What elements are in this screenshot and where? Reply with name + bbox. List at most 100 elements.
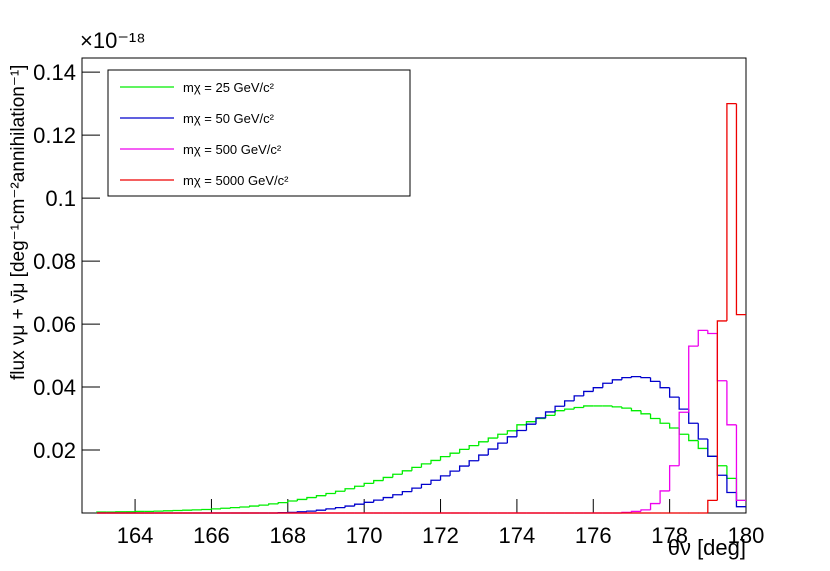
histogram-bin	[268, 503, 279, 506]
histogram-bin	[525, 423, 536, 431]
histogram-bin	[497, 433, 508, 439]
x-tick-label: 178	[651, 523, 688, 548]
histogram-bin	[420, 463, 431, 468]
histogram-bin	[401, 470, 412, 475]
histogram-bin	[344, 488, 355, 492]
histogram-bin	[563, 400, 575, 407]
legend-label: mχ = 5000 GeV/c²	[183, 173, 289, 188]
histogram-bin	[439, 455, 451, 461]
histogram-bin	[726, 475, 737, 494]
histogram-bin	[659, 381, 670, 389]
histogram-bin	[277, 501, 288, 504]
legend-label: mχ = 500 GeV/c²	[183, 142, 282, 157]
histogram-bin	[544, 411, 556, 418]
y-tick-label: 0.08	[33, 249, 76, 274]
histogram-bin	[563, 408, 575, 411]
histogram-bin	[554, 405, 565, 412]
x-tick-label: 176	[575, 523, 612, 548]
histogram-bin	[478, 454, 489, 461]
histogram-bin	[716, 456, 727, 467]
histogram-bin	[688, 345, 699, 413]
histogram-bin	[363, 501, 374, 505]
legend-label: mχ = 50 GeV/c²	[183, 111, 275, 126]
histogram-bin	[554, 410, 565, 416]
histogram-bin	[96, 511, 107, 513]
histogram-bin	[668, 387, 680, 398]
histogram-bin	[707, 330, 718, 335]
histogram-bin	[735, 478, 746, 502]
histogram-bin	[382, 496, 393, 501]
histogram-bin	[678, 427, 689, 435]
histogram-bin	[668, 423, 680, 429]
histogram-bin	[573, 395, 584, 401]
histogram-bin	[430, 459, 441, 464]
histogram-bin	[707, 439, 718, 457]
histogram-bin	[640, 410, 651, 415]
x-tick-label: 164	[117, 523, 154, 548]
histogram-bin	[315, 495, 326, 498]
histogram-bin	[688, 409, 699, 424]
histogram-bin	[401, 490, 412, 495]
histogram-bin	[478, 441, 489, 446]
histogram-bin	[659, 418, 670, 424]
histogram-bin	[707, 499, 718, 513]
histogram-bin	[726, 380, 737, 426]
histogram-bin	[506, 436, 517, 444]
histogram-bin	[287, 500, 298, 503]
histogram-bin	[325, 492, 336, 496]
histogram-bin	[248, 505, 260, 508]
y-axis-label: flux νμ + ν̄μ [deg⁻¹cm⁻²annihilation⁻¹]	[8, 65, 29, 380]
histogram-bin	[334, 490, 346, 494]
histogram-bin	[535, 417, 546, 422]
histogram-bin	[649, 413, 661, 420]
histogram-bin	[640, 376, 651, 379]
histogram-bin	[611, 379, 622, 384]
histogram-bin	[697, 423, 708, 440]
histogram-bin	[573, 406, 584, 410]
histogram-bin	[640, 509, 651, 512]
histogram-bin	[353, 485, 365, 489]
histogram-bin	[258, 504, 269, 507]
histogram-bin	[649, 377, 661, 383]
histogram-bin	[726, 465, 737, 480]
histogram-bin	[497, 442, 508, 450]
histogram-bin	[621, 406, 632, 409]
x-tick-label: 168	[269, 523, 306, 548]
histogram-bin	[373, 479, 384, 484]
histogram-bin	[315, 509, 326, 512]
legend-box	[107, 69, 411, 197]
histogram-bin	[583, 405, 594, 408]
y-exponent: ×10⁻¹⁸	[80, 28, 146, 53]
histogram-bin	[239, 506, 250, 508]
histogram-bin	[506, 430, 517, 435]
histogram-bin	[382, 476, 393, 481]
histogram-bin	[688, 434, 699, 442]
histogram-bin	[306, 496, 317, 500]
histogram-bin	[411, 487, 422, 492]
histogram-bin	[697, 329, 708, 347]
histogram-bin	[716, 320, 727, 501]
histogram-bin	[621, 376, 632, 380]
histogram-bin	[602, 382, 613, 388]
x-tick-label: 170	[346, 523, 383, 548]
x-tick-label: 172	[422, 523, 459, 548]
x-tick-label: 180	[728, 523, 765, 548]
histogram-bin	[430, 479, 441, 485]
y-tick-label: 0.06	[33, 312, 76, 337]
histogram-bin	[296, 498, 307, 502]
histogram-bin	[468, 444, 479, 450]
histogram-bin	[344, 505, 355, 508]
histogram-bin	[306, 510, 317, 512]
histogram-bin	[449, 470, 460, 476]
histogram-bin	[392, 494, 403, 498]
y-tick-label: 0.14	[33, 60, 76, 85]
histogram-bin	[449, 452, 460, 457]
histogram-bin	[649, 502, 661, 510]
legend-label: mχ = 25 GeV/c²	[183, 80, 275, 95]
histogram-bin	[678, 411, 689, 466]
y-tick-label: 0.02	[33, 438, 76, 463]
histogram-bin	[726, 103, 737, 321]
histogram-bin	[392, 473, 403, 478]
y-tick-label: 0.1	[45, 186, 76, 211]
